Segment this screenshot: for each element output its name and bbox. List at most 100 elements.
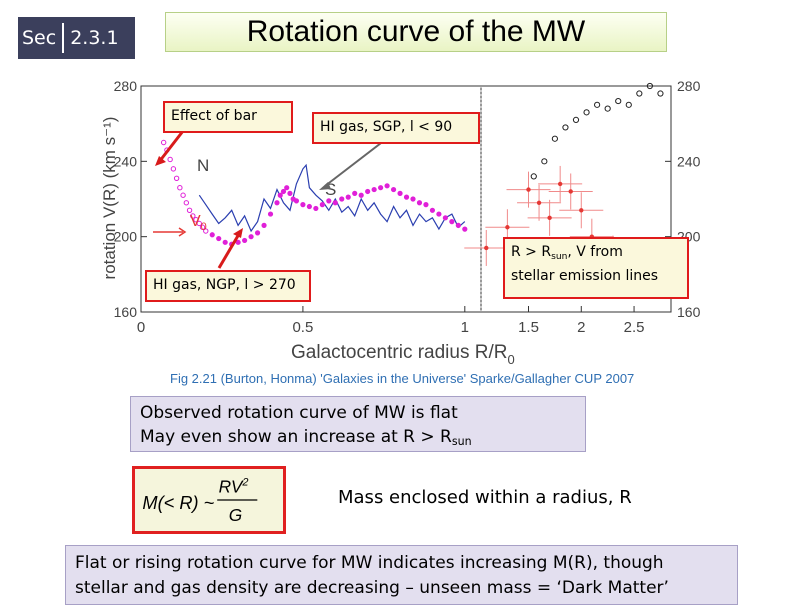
data-point-hi-ngp bbox=[180, 192, 186, 198]
x-tick-label: 0.5 bbox=[292, 319, 313, 336]
bar-arrow bbox=[157, 130, 185, 163]
data-point-hi-ngp bbox=[267, 211, 274, 217]
data-point-stellar-open bbox=[551, 135, 558, 142]
section-divider bbox=[62, 23, 65, 53]
data-point-stellar-red bbox=[579, 208, 584, 213]
data-point-stellar-open bbox=[657, 90, 664, 97]
section-prefix: Sec bbox=[22, 27, 57, 49]
y-tick-label-left: 240 bbox=[114, 153, 138, 169]
data-point-hi-ngp bbox=[216, 235, 222, 242]
data-point-hi-ngp bbox=[287, 190, 293, 196]
data-point-hi-ngp bbox=[442, 215, 448, 221]
x-tick-label: 1 bbox=[461, 319, 469, 336]
data-point-hi-ngp bbox=[199, 224, 206, 230]
callout-bar: Effect of bar bbox=[163, 101, 293, 133]
data-point-hi-ngp bbox=[384, 183, 390, 189]
data-point-hi-ngp bbox=[254, 230, 261, 236]
data-point-hi-ngp bbox=[313, 205, 319, 212]
formula-numerator: RV2 bbox=[219, 476, 249, 496]
x-tick-label: 1.5 bbox=[518, 319, 539, 336]
data-point-stellar-open bbox=[583, 109, 590, 116]
sgp-arrow-head bbox=[319, 182, 331, 190]
annot-V0: V0 bbox=[190, 213, 207, 233]
callout-ngp: HI gas, NGP, l > 270 bbox=[145, 270, 311, 302]
data-point-hi-ngp bbox=[352, 190, 358, 196]
bar-arrow-head bbox=[155, 156, 166, 166]
data-point-hi-ngp bbox=[390, 186, 397, 193]
y-tick-label-right: 280 bbox=[677, 78, 701, 94]
observation-box: Observed rotation curve of MW is flat Ma… bbox=[130, 396, 586, 452]
data-point-hi-ngp bbox=[160, 139, 167, 146]
data-point-hi-ngp bbox=[339, 196, 345, 202]
data-point-hi-ngp bbox=[177, 185, 183, 191]
data-point-hi-ngp bbox=[449, 219, 455, 225]
data-point-hi-ngp bbox=[300, 202, 306, 208]
data-point-stellar-open bbox=[594, 101, 601, 108]
formula-lhs: M(< R) ~ bbox=[142, 492, 214, 513]
data-point-hi-ngp bbox=[261, 222, 267, 228]
data-point-hi-ngp bbox=[280, 188, 287, 195]
data-point-hi-ngp bbox=[397, 190, 403, 196]
data-point-hi-ngp bbox=[248, 234, 254, 240]
sgp-arrow bbox=[324, 139, 386, 187]
formula-denominator: G bbox=[229, 505, 242, 525]
data-point-stellar-red bbox=[536, 200, 542, 205]
data-point-hi-ngp bbox=[358, 192, 364, 198]
mass-enclosed-text: Mass enclosed within a radius, R bbox=[338, 487, 632, 508]
section-number: 2.3.1 bbox=[70, 27, 119, 49]
annot-N: N bbox=[197, 156, 209, 175]
figure-caption: Fig 2.21 (Burton, Honma) 'Galaxies in th… bbox=[170, 371, 634, 386]
y-axis-label: rotation V(R) (km s⁻¹) bbox=[100, 117, 119, 280]
conclusion-line-2: stellar and gas density are decreasing –… bbox=[75, 578, 669, 598]
x-tick-label: 2.5 bbox=[624, 319, 645, 336]
y-tick-label-left: 280 bbox=[114, 78, 138, 94]
ticks: 16016020020024024028028000.511.522.5 bbox=[114, 78, 701, 336]
data-point-hi-ngp bbox=[306, 203, 312, 210]
data-point-hi-ngp bbox=[193, 217, 199, 223]
data-point-hi-ngp bbox=[371, 186, 377, 193]
section-badge: Sec 2.3.1 bbox=[18, 17, 135, 59]
data-point-hi-ngp bbox=[209, 232, 215, 238]
ngp-arrow bbox=[217, 233, 241, 269]
data-point-stellar-red bbox=[484, 245, 489, 251]
v0-arrow-head bbox=[178, 227, 187, 237]
x-tick-label: 2 bbox=[577, 319, 585, 336]
data-point-hi-ngp bbox=[326, 198, 332, 204]
data-point-stellar-open bbox=[562, 124, 569, 131]
data-point-hi-ngp bbox=[173, 175, 180, 181]
data-point-stellar-red bbox=[505, 225, 510, 230]
data-point-stellar-open bbox=[636, 90, 643, 97]
data-point-hi-ngp bbox=[410, 196, 416, 202]
data-point-hi-ngp bbox=[455, 222, 461, 228]
data-point-hi-ngp bbox=[284, 185, 290, 191]
callout-sgp: HI gas, SGP, l < 90 bbox=[312, 112, 480, 144]
data-point-hi-ngp bbox=[170, 166, 177, 172]
slide-title: Rotation curve of the MW bbox=[165, 12, 667, 52]
x-tick-label: 0 bbox=[137, 319, 145, 336]
mass-formula: M(< R) ~ RV2 G bbox=[132, 466, 286, 534]
observation-line-1: Observed rotation curve of MW is flat bbox=[140, 403, 458, 423]
data-point-hi-ngp bbox=[378, 185, 384, 191]
data-point-hi-ngp bbox=[274, 200, 280, 206]
x-axis-label: Galactocentric radius R/R0 bbox=[291, 342, 515, 367]
data-point-hi-ngp bbox=[332, 200, 338, 206]
data-point-stellar-open bbox=[604, 105, 611, 112]
data-point-stellar-open bbox=[615, 97, 622, 105]
ngp-arrow-head bbox=[233, 228, 243, 238]
data-point-hi-ngp bbox=[222, 239, 228, 245]
data-point-hi-ngp bbox=[186, 207, 193, 214]
annot-S: S bbox=[325, 180, 336, 199]
data-point-hi-ngp bbox=[293, 198, 300, 204]
conclusion-box: Flat or rising rotation curve for MW ind… bbox=[65, 545, 738, 605]
data-point-hi-ngp bbox=[235, 239, 241, 245]
data-point-stellar-red bbox=[568, 189, 573, 194]
data-point-stellar-red bbox=[557, 181, 563, 187]
data-point-hi-ngp bbox=[196, 220, 202, 227]
series-line-hi-sgp bbox=[198, 163, 466, 233]
data-point-hi-ngp bbox=[242, 237, 248, 244]
conclusion-line-1: Flat or rising rotation curve for MW ind… bbox=[75, 553, 664, 573]
data-point-hi-ngp bbox=[436, 211, 442, 217]
observation-line-2: May even show an increase at R > Rsun bbox=[140, 427, 472, 448]
y-tick-label-right: 160 bbox=[677, 304, 701, 320]
data-point-hi-ngp bbox=[203, 228, 209, 234]
